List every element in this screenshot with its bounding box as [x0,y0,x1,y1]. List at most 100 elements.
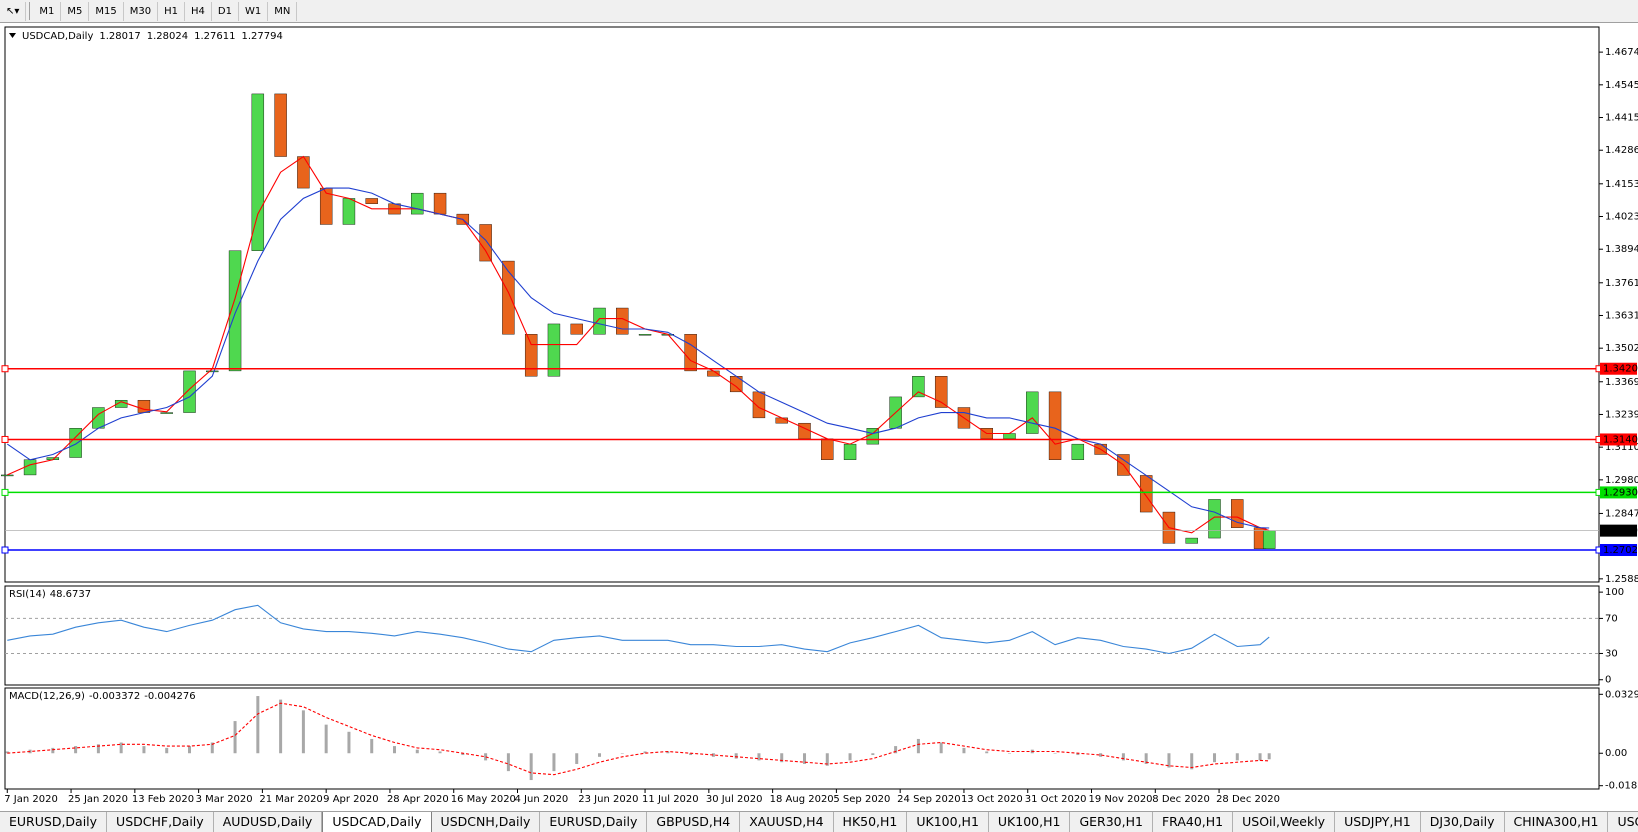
macd-bar [1099,753,1103,757]
level-handle [1,365,9,373]
chart-tab[interactable]: AUDUSD,Daily [214,812,323,832]
y-tick-label: 1.28475 [1605,508,1638,519]
timeframe-button[interactable]: D1 [212,1,239,21]
x-tick-label: 21 Mar 2020 [259,794,322,805]
candle [479,224,492,262]
current-price-label: 1.27794 [1603,526,1638,537]
y-tick-label: 1.32395 [1605,409,1638,420]
macd-bar [1267,753,1271,760]
macd-bar [210,742,214,754]
macd-bar [484,753,488,761]
macd-bar [575,753,579,764]
candle [752,391,766,419]
macd-bar [279,699,283,754]
macd-bar [256,696,260,754]
toolbar: ↖▾ M1 M5 M15 M30 H1 H4 D1 W1 MN [0,0,1638,23]
macd-bar [96,744,100,754]
macd-bar [1235,753,1239,761]
chart-tab[interactable]: USDCHF,Daily [107,812,214,832]
timeframe-button[interactable]: M15 [89,1,124,21]
chart-tab[interactable]: EURUSD,Daily [0,812,108,832]
chart-tab[interactable]: USDJPY,H1 [1335,812,1421,832]
candle [502,260,515,335]
chart-tab[interactable]: UK100,H1 [907,812,989,832]
candle [251,93,265,251]
chart-tab[interactable]: USOil,Weekly [1233,812,1336,832]
indicator-title: RSI(14) [9,589,46,600]
chart-tab[interactable]: GBPUSD,H4 [647,812,741,832]
candle [638,334,652,336]
candle [206,370,219,373]
candle [798,422,811,440]
chart-tab[interactable]: XAUUSD,H4 [740,812,834,832]
panel-plot [5,696,1271,781]
level-label-box [1600,433,1637,446]
macd-bar [643,751,647,754]
chart-tab[interactable]: GER30,H1 [1070,812,1153,832]
panel-frame [4,687,1600,790]
chart-tab[interactable]: UK100,H1 [989,812,1071,832]
header-arrow [9,33,16,38]
y-tick-label: 1.33690 [1605,377,1638,388]
macd-bar [233,721,237,754]
candle [1262,530,1276,549]
level-label: 1.27027 [1603,545,1638,556]
candle [365,198,378,204]
macd-bar [529,753,533,781]
panel-plot [1,93,1276,549]
cursor-tool[interactable]: ↖▾ [0,1,27,21]
chart-tab[interactable]: FRA40,H1 [1153,812,1234,832]
y-tick-label: 0.032972 [1605,689,1638,700]
y-tick-label: 1.41530 [1605,179,1638,190]
y-tick-label: 1.42860 [1605,145,1638,156]
x-tick-label: 13 Oct 2020 [961,794,1023,805]
candle [821,438,834,460]
macd-bar [51,747,55,754]
timeframe-button[interactable]: M1 [33,1,62,21]
chart-tab[interactable]: USDCNH,Daily [432,812,541,832]
candle [342,198,356,225]
macd-bar [780,753,784,763]
level-label-box [1600,362,1637,375]
chart-tab[interactable]: DJ30,Daily [1421,812,1505,832]
y-tick-label: 70 [1605,613,1618,624]
macd-bar [666,751,670,754]
chart-tab[interactable]: HK50,H1 [834,812,908,832]
x-tick-label: 23 Jun 2020 [578,794,638,805]
timeframe-button[interactable]: M5 [61,1,90,21]
x-tick-label: 31 Oct 2020 [1025,794,1087,805]
current-price-box [1600,524,1637,537]
macd-bar [1121,753,1125,761]
timeframe-button[interactable]: H4 [185,1,212,21]
chart-tab[interactable]: USDCAD,Daily [322,812,432,832]
candle [1071,443,1085,460]
timeframe-button[interactable]: M30 [124,1,159,21]
macd-bar [438,751,442,754]
x-tick-label: 30 Jul 2020 [706,794,763,805]
y-tick-label: 1.25885 [1605,574,1638,585]
ohlc-value: 1.28024 [147,31,188,42]
timeframe-button[interactable]: MN [268,1,298,21]
indicator-title: MACD(12,26,9) [9,691,85,702]
macd-bar [825,753,829,766]
candle [570,323,583,335]
ohlc-value: 1.28017 [99,31,140,42]
timeframe-button[interactable]: H1 [158,1,186,21]
chart-tab[interactable]: EURUSD,Daily [540,812,648,832]
candle [866,428,880,445]
chart-tab[interactable]: CHINA300,H1 [1505,812,1609,832]
timeframe-button[interactable]: W1 [239,1,269,21]
y-tick-label: 1.31100 [1605,442,1638,453]
candle [843,443,857,460]
macd-bar [1144,753,1148,764]
macd-bar [1053,753,1057,754]
chart-tab[interactable]: USOil,... [1608,812,1638,832]
macd-bar [598,753,602,757]
indicator-value: -0.004276 [144,691,195,702]
macd-bar [803,753,807,764]
y-tick-label: 0 [1605,675,1611,686]
symbol-title: USDCAD,Daily [22,31,93,42]
macd-bar [370,738,374,754]
candle [1003,433,1016,440]
